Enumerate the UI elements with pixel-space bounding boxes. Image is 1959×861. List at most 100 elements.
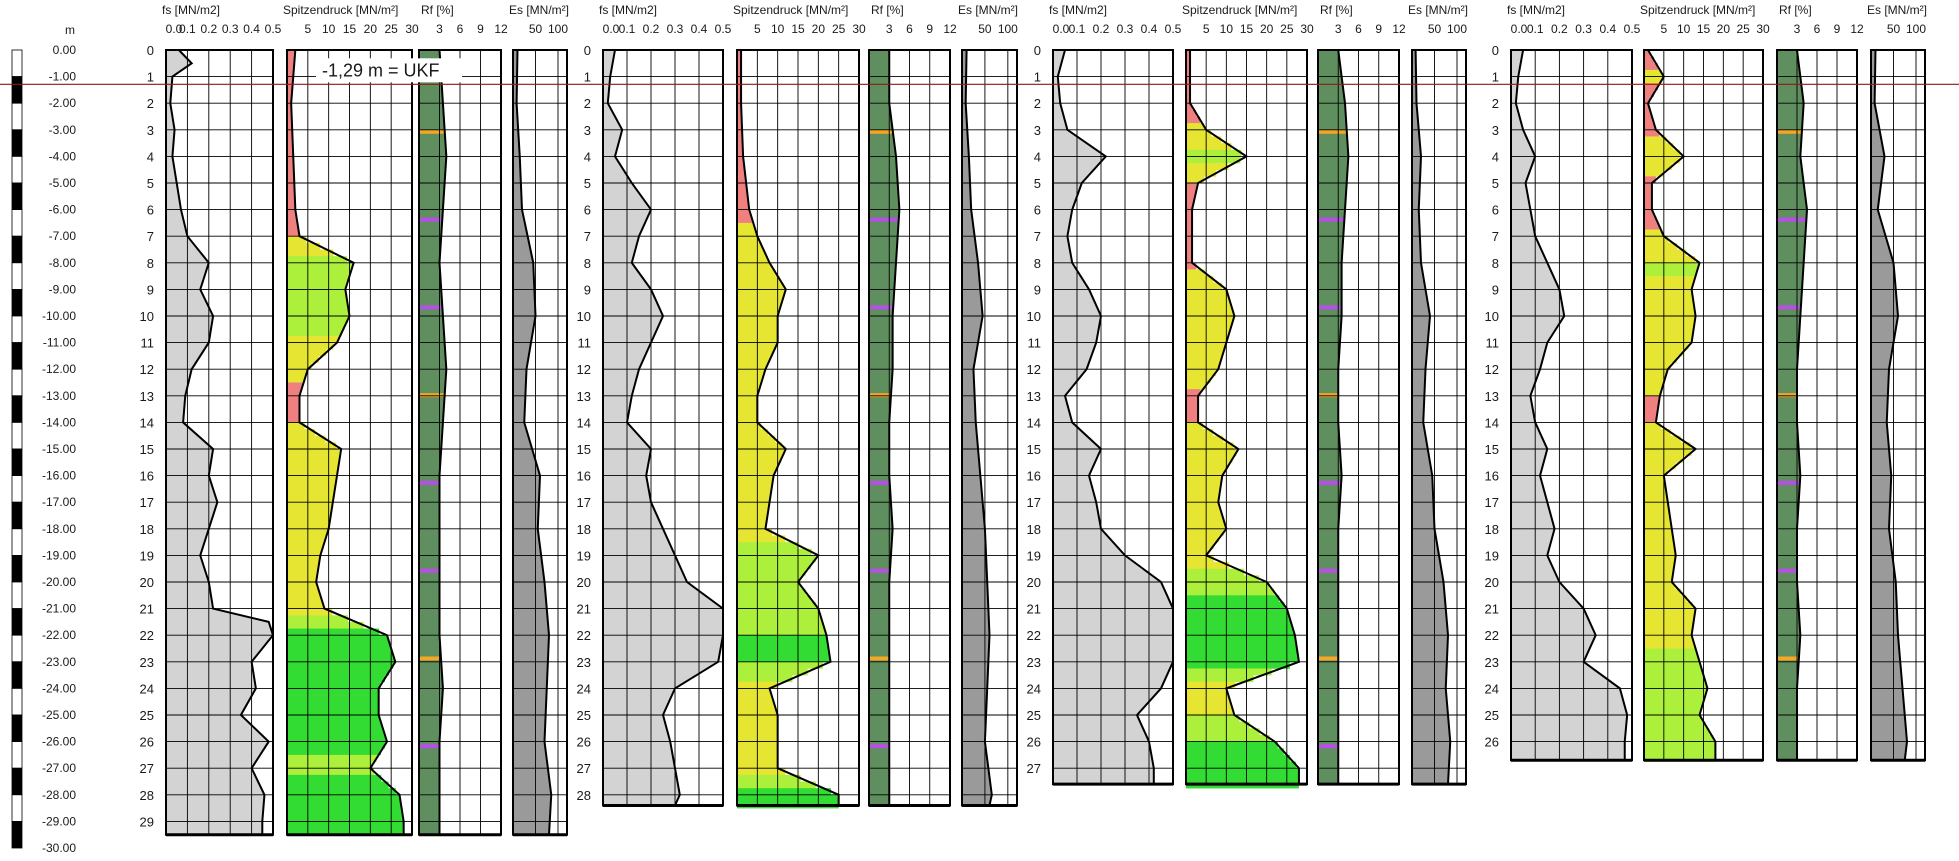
qc-soil-band [1644, 375, 1665, 383]
qc-soil-band [1644, 395, 1660, 403]
sounding-depth-label: 7 [1492, 229, 1499, 244]
sounding-depth-label: 10 [140, 309, 154, 324]
qc-soil-band [1186, 335, 1228, 343]
es-series-line [1414, 49, 1452, 785]
sounding-3-es-panel: Es [MN/m²] 50 100 [1408, 3, 1468, 786]
es-tick-label: 50 [978, 22, 992, 36]
fs-panel-header: fs [MN/m2] [1507, 3, 1565, 17]
es-series-line [964, 49, 993, 806]
qc-soil-band [737, 103, 742, 111]
qc-soil-band [287, 748, 381, 756]
fs-tick-label: 0.4 [691, 22, 708, 36]
ukf-label-background [316, 58, 462, 83]
depth-scale-segment [11, 634, 23, 663]
qc-soil-band [1186, 508, 1222, 516]
depth-tick-label: -10.00 [42, 309, 76, 323]
depth-tick-label: -27.00 [42, 761, 76, 775]
qc-soil-band [287, 123, 293, 131]
sounding-depth-label: 27 [577, 761, 591, 776]
sounding-2: fs [MN/m2]0.0 0.1 0.2 0.3 0.4 0.5123456789101… [577, 3, 1018, 809]
fs-tick-label: 0.2 [1551, 22, 1568, 36]
sounding-depth-label: 19 [577, 548, 591, 563]
fs-tick-label: 0.0 [1053, 22, 1070, 36]
sounding-2-rf-panel: Rf [%] 3 6 9 12 [868, 3, 957, 807]
qc-soil-band [287, 675, 385, 683]
sounding-depth-label: 11 [141, 336, 155, 351]
qc-soil-band [287, 63, 295, 71]
qc-soil-band [1644, 103, 1649, 111]
qc-soil-band [1644, 262, 1699, 270]
sounding-depth-label: 27 [140, 761, 154, 776]
sounding-depth-label: 23 [1027, 655, 1041, 670]
qc-soil-band [287, 562, 319, 569]
qc-soil-band [737, 562, 811, 569]
qc-soil-band [1644, 302, 1695, 310]
qc-soil-band [737, 123, 742, 131]
sounding-depth-label: 1 [1034, 70, 1041, 85]
rf-soil-accent [1318, 393, 1339, 398]
fs-tick-label: 0.3 [1575, 22, 1592, 36]
qc-soil-band [1186, 202, 1193, 210]
sounding-depth-label: 2 [1034, 96, 1041, 111]
qc-soil-band [1644, 721, 1706, 729]
qc-soil-band [287, 282, 347, 290]
qc-soil-band [287, 774, 382, 782]
rf-tick-label: 3 [1794, 22, 1801, 36]
qc-soil-band [737, 309, 779, 317]
depth-scale-segment [11, 555, 23, 583]
sounding-depth-label: 7 [147, 229, 154, 244]
qc-soil-band [1644, 296, 1694, 303]
fs-tick-label: 0.2 [643, 22, 660, 36]
rf-tick-label: 6 [906, 22, 913, 36]
qc-soil-band [737, 249, 765, 257]
qc-soil-band [737, 415, 758, 423]
rf-tick-label: 9 [477, 22, 484, 36]
es-tick-label: 50 [1887, 22, 1901, 36]
depth-tick-label: -12.00 [42, 362, 76, 376]
rf-soil-accent [1318, 480, 1342, 485]
qc-soil-band [1186, 369, 1216, 377]
qc-soil-band [287, 695, 379, 702]
qc-soil-band [1186, 502, 1220, 510]
depth-scale-segment [11, 688, 23, 716]
qc-soil-band [1644, 488, 1667, 496]
fs-tick-label: 0.0 [603, 22, 620, 36]
rf-soil-accent [419, 393, 445, 398]
qc-soil-band [287, 176, 295, 184]
rf-soil-accent [869, 305, 894, 310]
qc-soil-band [287, 362, 312, 370]
qc-soil-band [287, 289, 346, 297]
sounding-1: fs [MN/m2]0.00.1 0.2 0.3 0.4 0.5123456789101… [140, 3, 569, 837]
qc-soil-band [737, 382, 761, 390]
qc-soil-band [1644, 601, 1693, 609]
sounding-depth-label: 2 [147, 96, 154, 111]
qc-soil-band [287, 655, 395, 663]
depth-scale-segment [11, 501, 23, 530]
qc-tick-label: 5 [1660, 22, 1667, 36]
qc-soil-band [1186, 482, 1221, 490]
qc-soil-band [1186, 688, 1228, 696]
rf-soil-accent [1318, 744, 1339, 749]
sounding-4-rf-panel: Rf [%] 3 6 9 12 [1776, 3, 1864, 762]
fs-tick-label: 0.4 [243, 22, 260, 36]
qc-soil-band [1186, 136, 1222, 144]
qc-soil-band [1644, 109, 1651, 117]
qc-tick-label: 10 [322, 22, 336, 36]
qc-soil-band [1644, 355, 1677, 363]
rf-soil-accent [869, 568, 891, 573]
fs-tick-label: 0.0 [166, 22, 183, 36]
qc-soil-band [1644, 515, 1671, 523]
qc-soil-band [1644, 222, 1660, 230]
qc-soil-band [737, 482, 773, 490]
sounding-depth-label: 20 [1027, 575, 1041, 590]
rf-tick-label: 3 [1335, 22, 1342, 36]
rf-panel-header: Rf [%] [1779, 3, 1812, 17]
qc-soil-band [287, 183, 295, 190]
qc-soil-band [1644, 449, 1692, 456]
qc-tick-label: 15 [1240, 22, 1254, 36]
qc-soil-band [287, 548, 322, 556]
fs-tick-label: 0.2 [1093, 22, 1110, 36]
depth-tick-label: -22.00 [42, 628, 76, 642]
qc-soil-band [1644, 701, 1703, 709]
